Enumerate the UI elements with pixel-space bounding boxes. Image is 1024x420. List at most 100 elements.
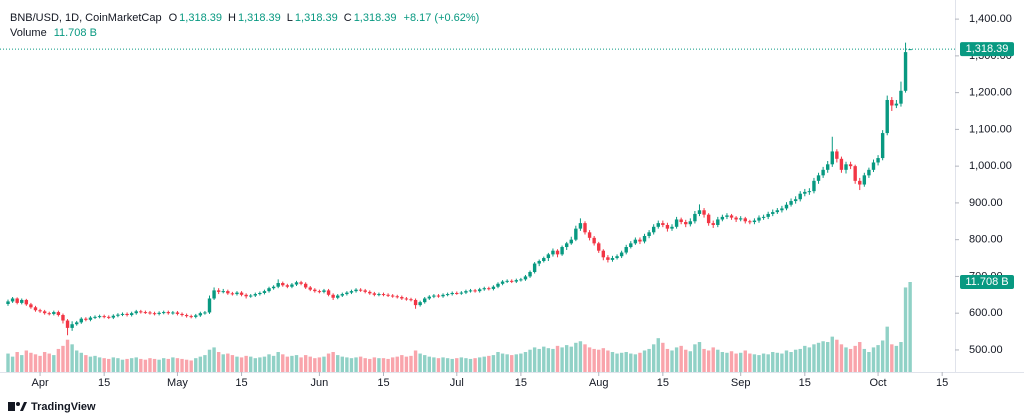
- volume-bar: [107, 358, 111, 372]
- field-value: 1,318.39: [294, 12, 338, 24]
- volume-bar: [212, 347, 216, 372]
- volume-bar: [848, 348, 853, 372]
- candle-body: [505, 280, 509, 282]
- volume-bar: [148, 358, 152, 372]
- volume-bar: [674, 347, 679, 372]
- volume-bar: [79, 352, 83, 372]
- candle-body: [674, 219, 679, 227]
- candle-body: [166, 312, 170, 314]
- candle-body: [340, 294, 344, 296]
- volume-bar: [230, 355, 235, 372]
- candle-body: [116, 314, 120, 316]
- x-tick-label: 15: [235, 377, 247, 389]
- candle-body: [299, 282, 303, 284]
- volume-bar: [299, 357, 303, 372]
- volume-bar: [894, 345, 899, 372]
- volume-bar: [116, 358, 120, 372]
- volume-bar: [853, 345, 857, 372]
- volume-bar: [56, 348, 61, 372]
- x-tick-label: Aug: [589, 377, 609, 389]
- candle-body: [171, 312, 175, 314]
- volume-bar: [830, 336, 834, 372]
- volume-bar: [42, 352, 47, 372]
- volume-name: Volume: [10, 27, 47, 39]
- volume-bar: [354, 357, 358, 372]
- candle-body: [532, 263, 537, 273]
- volume-bar: [528, 349, 532, 372]
- volume-bar: [693, 344, 697, 372]
- candle-body: [688, 221, 693, 225]
- candle-body: [372, 293, 377, 295]
- candle-body: [216, 290, 221, 292]
- volume-bar: [519, 353, 523, 372]
- volume-bar: [647, 348, 651, 372]
- volume-bar: [702, 348, 706, 372]
- volume-bar: [404, 356, 409, 372]
- candle-body: [24, 299, 29, 305]
- volume-bar: [162, 358, 166, 372]
- candle-body: [450, 292, 454, 295]
- volume-bar: [903, 287, 908, 372]
- candle-body: [326, 290, 331, 295]
- candle-body: [235, 292, 239, 295]
- x-tick-label: Jun: [311, 377, 329, 389]
- volume-bar: [510, 355, 514, 372]
- volume-bar: [61, 345, 65, 372]
- candle-body: [47, 313, 51, 315]
- candle-body: [162, 312, 166, 314]
- volume-bar: [821, 341, 825, 372]
- volume-bar: [70, 344, 74, 372]
- volume-bar: [706, 350, 711, 372]
- volume-bar: [10, 356, 15, 372]
- candle-body: [743, 218, 747, 222]
- candle-body: [482, 288, 486, 290]
- candle-body: [830, 151, 834, 165]
- volume-bar: [523, 352, 528, 372]
- candle-body: [400, 297, 404, 299]
- volume-bar: [349, 358, 354, 372]
- candle-body: [203, 312, 207, 314]
- candle-body: [793, 199, 798, 202]
- volume-bar: [651, 344, 656, 372]
- volume-bar: [432, 357, 436, 372]
- volume-bar: [642, 350, 647, 372]
- candle-body: [207, 298, 212, 313]
- y-tick-label: 500.00: [969, 344, 1003, 356]
- candle-body: [821, 169, 825, 176]
- x-tick-label: Oct: [870, 377, 887, 389]
- candle-body: [267, 288, 271, 292]
- volume-bar: [716, 349, 720, 372]
- volume-bar: [189, 360, 193, 372]
- volume-bar: [670, 350, 674, 372]
- candle-body: [738, 218, 743, 220]
- candle-body: [555, 250, 560, 255]
- volume-bar: [546, 348, 551, 372]
- volume-bar: [75, 350, 79, 372]
- logo: TradingView: [8, 401, 96, 413]
- volume-bar: [88, 356, 93, 372]
- volume-bar: [184, 359, 189, 372]
- field-value: 1,318.39: [237, 12, 281, 24]
- candle-body: [656, 223, 660, 227]
- x-tick-label: Sep: [731, 377, 751, 389]
- volume-bar: [134, 357, 138, 372]
- candle-body: [789, 201, 793, 205]
- candle-body: [642, 235, 647, 242]
- candle-body: [583, 223, 587, 233]
- candle-body: [285, 285, 290, 287]
- candle-body: [303, 283, 308, 288]
- candle-body: [15, 298, 19, 303]
- candle-body: [313, 289, 317, 292]
- volume-bar: [862, 348, 867, 372]
- candle-body: [262, 291, 267, 293]
- volume-bar: [152, 358, 157, 372]
- candle-body: [578, 223, 583, 229]
- candle-body: [880, 133, 885, 159]
- volume-bar: [597, 349, 601, 372]
- volume-bar: [564, 345, 569, 372]
- volume-bar: [441, 357, 445, 372]
- candle-body: [152, 313, 157, 315]
- volume-bar: [487, 355, 491, 372]
- volume-bar: [413, 350, 418, 372]
